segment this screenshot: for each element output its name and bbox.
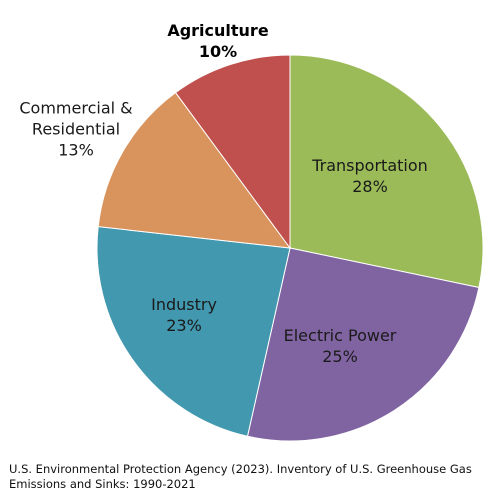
slice-name-line-2: Residential — [31, 119, 121, 139]
slice-label-electric-power: Electric Power 25% — [284, 325, 397, 367]
slice-value: 10% — [198, 42, 238, 61]
pie-slice-commercial-and-residential — [97, 91, 292, 249]
slice-value: 25% — [322, 347, 358, 366]
slice-name-line-1: Commercial & — [19, 98, 133, 118]
slice-value: 28% — [352, 177, 388, 196]
source-note: U.S. Environmental Protection Agency (20… — [9, 462, 472, 491]
slice-label-industry: Industry 23% — [151, 294, 217, 336]
slice-name: Electric Power — [283, 326, 397, 345]
pie-slice-transportation — [289, 54, 484, 289]
slice-name: Transportation — [312, 156, 428, 175]
slice-value: 13% — [58, 140, 94, 160]
slice-label-commercial-and-residential: Commercial & Residential 13% — [19, 98, 132, 161]
pie-slice-industry — [96, 226, 291, 437]
slice-name: Agriculture — [167, 21, 269, 40]
pie-slice-agriculture — [174, 54, 291, 250]
slice-value: 23% — [166, 316, 202, 335]
slice-label-agriculture: Agriculture 10% — [167, 20, 268, 62]
slice-name: Industry — [151, 295, 217, 314]
pie-slice-electric-power — [246, 247, 480, 442]
slice-label-transportation: Transportation 28% — [312, 155, 428, 197]
